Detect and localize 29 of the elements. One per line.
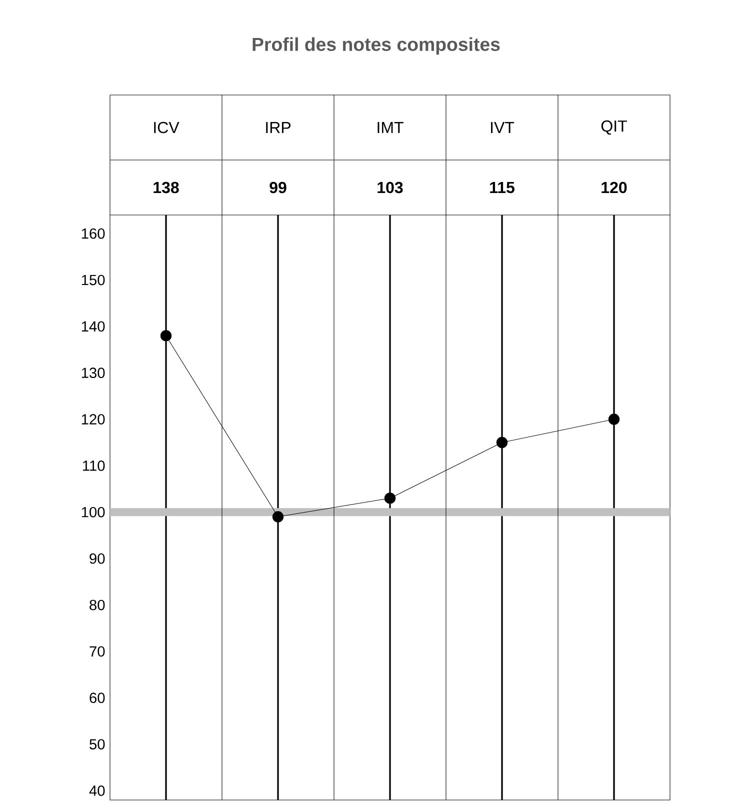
x-tick-label: IRP bbox=[266, 122, 290, 134]
y-tick-label: 90 bbox=[90, 553, 105, 564]
point bbox=[608, 414, 620, 425]
y-tick-label: 100 bbox=[82, 506, 105, 518]
data-label: 138 bbox=[154, 182, 179, 194]
y-tick-label: 140 bbox=[82, 321, 105, 332]
chart-title: Profil des notes composites bbox=[252, 37, 500, 55]
x-tick-label: QIT bbox=[601, 120, 627, 135]
point bbox=[160, 330, 172, 342]
data-label: 115 bbox=[490, 182, 514, 194]
y-tick-label: 150 bbox=[82, 274, 105, 286]
y-tick-label: 70 bbox=[90, 646, 105, 657]
y-tick-label: 120 bbox=[82, 414, 105, 424]
y-tick-label: 130 bbox=[82, 368, 105, 378]
x-tick-label: IVT bbox=[491, 122, 514, 134]
y-tick-label: 50 bbox=[90, 739, 105, 750]
point bbox=[272, 511, 284, 522]
y-tick-label: 60 bbox=[90, 692, 105, 704]
data-label: 120 bbox=[602, 182, 627, 194]
point bbox=[496, 436, 508, 448]
x-tick-label: IMT bbox=[378, 122, 404, 134]
x-tick-label: ICV bbox=[154, 122, 180, 134]
y-tick-label: 40 bbox=[89, 786, 105, 796]
y-tick-label: 110 bbox=[83, 460, 105, 471]
point bbox=[384, 492, 396, 504]
data-label: 103 bbox=[378, 182, 403, 194]
y-tick-label: 160 bbox=[82, 228, 105, 239]
y-tick-label: 80 bbox=[90, 600, 105, 610]
data-label: 99 bbox=[270, 182, 286, 194]
